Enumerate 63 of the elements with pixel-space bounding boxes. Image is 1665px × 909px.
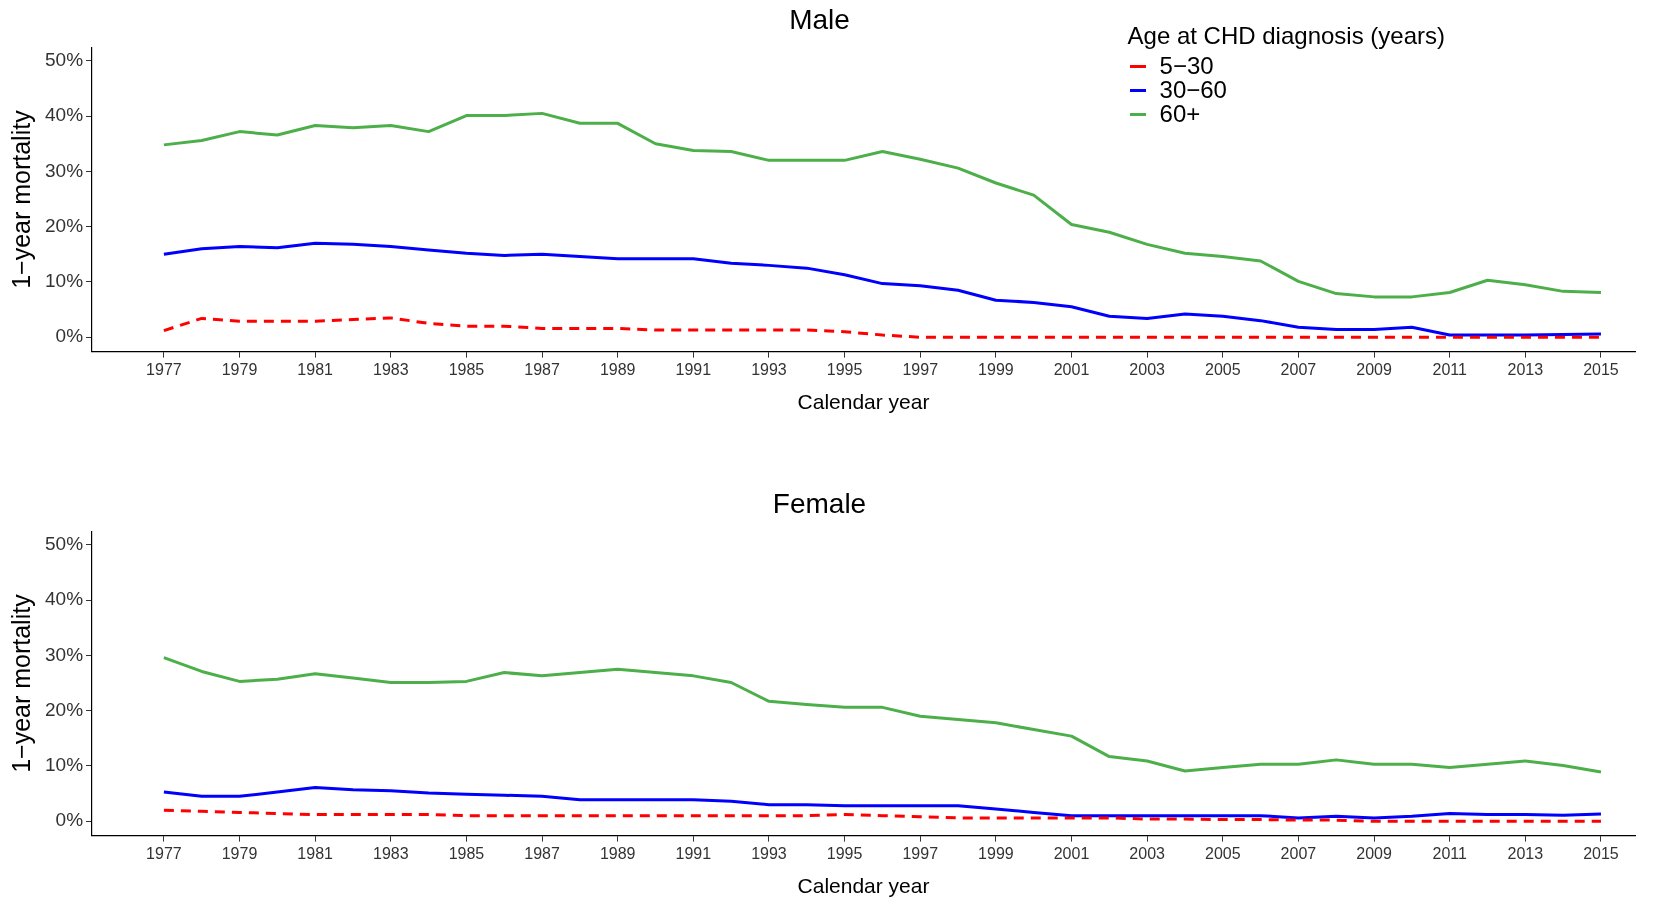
x-tick-label: 2009: [1356, 360, 1392, 378]
x-tick-label: 1983: [372, 360, 409, 378]
x-tick-label: 1995: [826, 844, 863, 862]
line-series: [162, 808, 1603, 823]
x-tick-label: 2001: [1053, 844, 1090, 862]
x-tick-label: 1991: [675, 360, 712, 378]
x-tick-label: 1999: [978, 360, 1014, 378]
x-tick-label: 1979: [221, 844, 258, 862]
x-tick-label: 1989: [599, 360, 636, 378]
x-axis-title: Calendar year: [797, 390, 930, 414]
x-tick-label: 2011: [1432, 844, 1467, 862]
x-tick-label: 2003: [1129, 360, 1166, 378]
y-tick-label: 10%: [45, 754, 84, 776]
x-tick-label: 1985: [448, 844, 485, 862]
legend-label: 60+: [1159, 100, 1201, 127]
y-tick-label: 40%: [45, 588, 84, 610]
x-tick-label: 2007: [1280, 360, 1317, 378]
x-tick-label: 2005: [1204, 360, 1241, 378]
x-tick-label: 1993: [751, 360, 787, 378]
x-tick-label: 2013: [1507, 844, 1544, 862]
y-tick-label: 0%: [55, 809, 84, 831]
y-tick-label: 10%: [45, 270, 84, 292]
legend-label: 30−60: [1159, 76, 1227, 103]
y-tick-label: 50%: [45, 49, 84, 71]
x-tick-label: 1977: [146, 844, 182, 862]
x-tick-label: 1985: [448, 360, 485, 378]
x-tick-label: 1997: [902, 360, 939, 378]
x-tick-label: 2011: [1432, 360, 1467, 378]
y-tick-label: 20%: [45, 214, 84, 236]
y-axis-title: 1−year mortality: [6, 109, 35, 289]
x-tick-label: 1993: [751, 844, 787, 862]
x-axis-title: Calendar year: [797, 874, 930, 898]
chart-title: Male: [789, 3, 850, 35]
x-tick-label: 2001: [1053, 360, 1090, 378]
x-tick-label: 1977: [146, 360, 182, 378]
y-tick-label: 30%: [45, 643, 84, 665]
y-tick-label: 40%: [45, 104, 84, 126]
x-tick-label: 1981: [297, 844, 334, 862]
x-tick-label: 2015: [1583, 360, 1619, 378]
x-tick-label: 1991: [675, 844, 712, 862]
y-tick-label: 30%: [45, 159, 84, 181]
y-tick-label: 20%: [45, 698, 84, 720]
x-tick-label: 1995: [826, 360, 863, 378]
y-tick-label: 0%: [55, 325, 84, 347]
x-tick-label: 2005: [1204, 844, 1241, 862]
y-axis-title: 1−year mortality: [6, 593, 35, 773]
x-tick-label: 2007: [1280, 844, 1317, 862]
x-tick-label: 1987: [524, 360, 560, 378]
legend-title: Age at CHD diagnosis (years): [1127, 22, 1445, 50]
x-tick-label: 1981: [297, 360, 334, 378]
x-tick-label: 1983: [372, 844, 409, 862]
x-tick-label: 1997: [902, 844, 939, 862]
x-tick-label: 1987: [524, 844, 560, 862]
y-tick-label: 50%: [45, 533, 84, 555]
x-tick-label: 2015: [1583, 844, 1619, 862]
x-tick-label: 2009: [1356, 844, 1392, 862]
x-tick-label: 2003: [1129, 844, 1166, 862]
x-tick-label: 1999: [978, 844, 1014, 862]
x-tick-label: 2013: [1507, 360, 1544, 378]
x-tick-label: 1989: [599, 844, 636, 862]
legend-label: 5−30: [1159, 52, 1214, 79]
x-tick-label: 1979: [221, 360, 258, 378]
chart-title: Female: [772, 487, 867, 519]
